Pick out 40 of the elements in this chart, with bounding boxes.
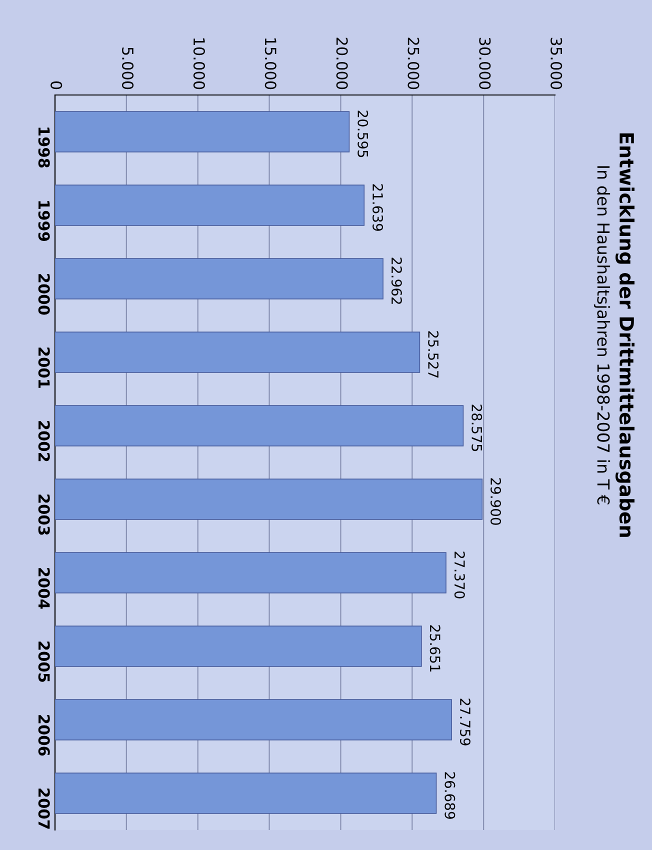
y-tick-label: 2005 [38,642,50,682]
bar [55,332,420,373]
x-tick-label: 10.000 [193,38,205,90]
x-tick-label: 30.000 [479,38,491,90]
data-label: 25.651 [430,625,440,672]
text: Entwicklung der Drittmittelausgaben [616,133,634,537]
y-tick-label: 2002 [38,421,50,462]
x-tick-label: 0 [50,81,62,90]
data-label: 26.689 [444,772,456,819]
data-label: 27.759 [460,698,470,746]
x-tick-label: 20.000 [336,38,348,90]
data-label: 27.370 [454,552,465,598]
text: In den Haushaltsjahren 1998-2007 in T € [594,166,610,504]
bar [55,405,464,446]
x-tick-label: 15.000 [264,38,276,90]
y-tick-label: 2007 [38,788,50,829]
data-label: 25.527 [428,331,439,378]
bar [55,699,452,740]
x-tick-label: 5.000 [122,48,134,90]
data-label: 22.962 [391,258,402,304]
y-tick-label: 1999 [38,201,50,241]
y-tick-label: 2006 [38,715,50,756]
bar [55,626,422,667]
x-tick-label: 25.000 [408,38,420,90]
data-label: 28.575 [472,404,482,452]
bar [55,184,365,226]
data-label: 20.595 [358,110,368,158]
y-tick-label: 2001 [38,348,50,388]
data-label: 21.639 [372,184,384,231]
bar [55,552,446,594]
x-tick-label: 35.000 [550,38,562,90]
bar [55,478,483,520]
y-tick-label: 1998 [38,128,50,168]
y-tick-label: 2000 [38,274,50,315]
y-tick-label: 2004 [38,568,50,609]
bar [55,772,437,814]
y-tick-label: 2003 [38,494,50,535]
bar [55,258,384,300]
bar [55,111,350,152]
data-label: 29.900 [490,478,502,525]
